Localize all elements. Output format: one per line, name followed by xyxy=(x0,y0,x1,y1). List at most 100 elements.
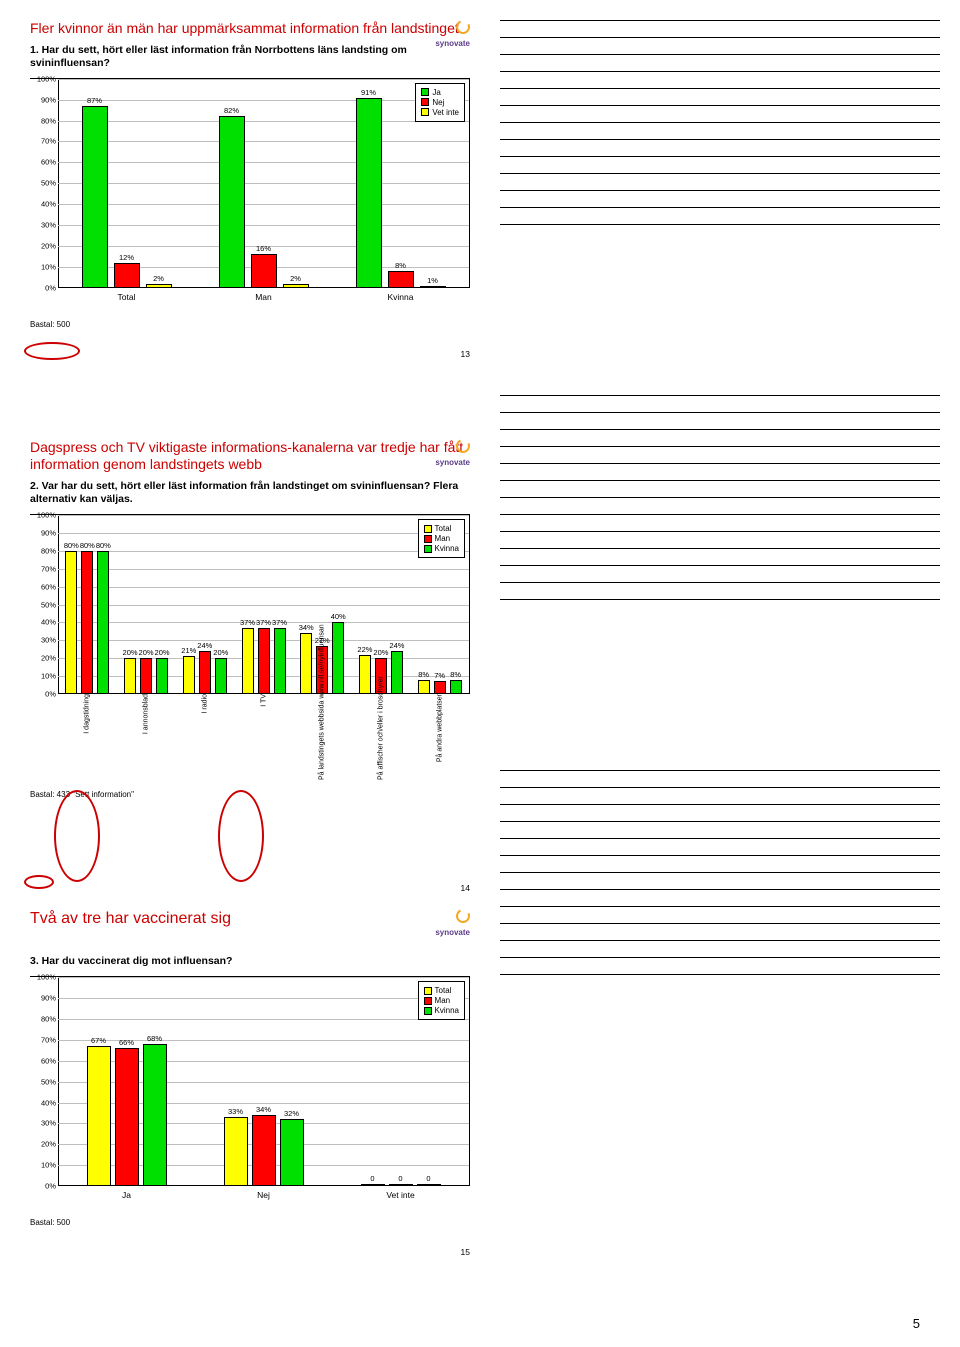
y-tick: 30% xyxy=(30,221,56,230)
y-tick: 100% xyxy=(30,74,56,83)
y-tick: 60% xyxy=(30,158,56,167)
y-tick: 50% xyxy=(30,179,56,188)
bar-value-label: 34% xyxy=(299,623,314,632)
bar-group: 80%80%80% xyxy=(65,551,109,694)
bar-value-label: 8% xyxy=(450,670,461,679)
y-tick: 20% xyxy=(30,241,56,250)
bar-value-label: 2% xyxy=(153,274,164,283)
bar-value-label: 37% xyxy=(272,618,287,627)
logo: synovate xyxy=(435,20,470,49)
bar: 66% xyxy=(115,1048,139,1186)
bar-value-label: 24% xyxy=(389,641,404,650)
highlight-ring xyxy=(24,342,80,360)
bar: 2% xyxy=(146,284,172,288)
bar-value-label: 2% xyxy=(290,274,301,283)
bar-value-label: 0 xyxy=(398,1174,402,1183)
legend-label: Ja xyxy=(432,88,440,97)
bar: 24% xyxy=(199,651,211,694)
y-tick: 0% xyxy=(30,690,56,699)
highlight-ring xyxy=(24,875,54,889)
logo-brand: synovate xyxy=(435,928,470,937)
y-tick: 10% xyxy=(30,262,56,271)
bar-group: 37%37%37% xyxy=(242,628,286,694)
y-tick: 90% xyxy=(30,95,56,104)
bar-value-label: 1% xyxy=(427,276,438,285)
bar-group: 91%8%1% xyxy=(356,98,446,288)
x-tick: Vet inte xyxy=(386,1186,414,1200)
bar: 80% xyxy=(65,551,77,694)
bar: 8% xyxy=(450,680,462,694)
slide1-num: 13 xyxy=(461,349,470,359)
y-tick: 0% xyxy=(30,1182,56,1191)
slide3-question: 3. Har du vaccinerat dig mot influensan? xyxy=(30,955,470,968)
bar-group: 20%20%20% xyxy=(124,658,168,694)
bar-value-label: 24% xyxy=(197,641,212,650)
chart1: 0%10%20%30%40%50%60%70%80%90%100%JaNejVe… xyxy=(30,78,470,288)
bar-value-label: 21% xyxy=(181,646,196,655)
legend-label: Man xyxy=(435,534,451,543)
slide3-bastal: Bastal: 500 xyxy=(30,1218,470,1227)
bar: 7% xyxy=(434,681,446,694)
bar: 16% xyxy=(251,254,277,287)
logo: synovate xyxy=(435,909,470,938)
slide3-num: 15 xyxy=(461,1247,470,1257)
bar: 68% xyxy=(143,1044,167,1186)
bar: 33% xyxy=(224,1117,248,1186)
legend: TotalManKvinna xyxy=(418,519,465,558)
bar-value-label: 68% xyxy=(147,1034,162,1043)
bar-value-label: 34% xyxy=(256,1105,271,1114)
bar-value-label: 16% xyxy=(256,244,271,253)
logo-swirl-icon xyxy=(454,437,472,455)
y-tick: 40% xyxy=(30,1098,56,1107)
y-tick: 60% xyxy=(30,582,56,591)
bar: 20% xyxy=(215,658,227,694)
y-tick: 60% xyxy=(30,1056,56,1065)
y-tick: 30% xyxy=(30,636,56,645)
slide1-title: Fler kvinnor än män har uppmärksammat in… xyxy=(30,20,470,38)
bar-group: 8%7%8% xyxy=(418,680,462,694)
bar-value-label: 33% xyxy=(228,1107,243,1116)
y-tick: 100% xyxy=(30,973,56,982)
slide2-question: 2. Var har du sett, hört eller läst info… xyxy=(30,480,470,506)
y-tick: 20% xyxy=(30,654,56,663)
y-tick: 70% xyxy=(30,137,56,146)
bar: 82% xyxy=(219,116,245,287)
bar: 0 xyxy=(417,1184,441,1186)
bar-value-label: 8% xyxy=(418,670,429,679)
slide-2: synovate Dagspress och TV viktigaste inf… xyxy=(30,439,470,799)
slide2-num: 14 xyxy=(461,883,470,893)
bar: 37% xyxy=(242,628,254,694)
notes-lines-1 xyxy=(500,20,940,225)
bar-group: 87%12%2% xyxy=(82,106,172,288)
bar-value-label: 20% xyxy=(123,648,138,657)
bar-value-label: 0 xyxy=(370,1174,374,1183)
y-tick: 80% xyxy=(30,546,56,555)
slide2-title: Dagspress och TV viktigaste informations… xyxy=(30,439,470,474)
legend: TotalManKvinna xyxy=(418,981,465,1020)
y-tick: 10% xyxy=(30,1161,56,1170)
y-tick: 70% xyxy=(30,1035,56,1044)
bar: 40% xyxy=(332,622,344,694)
bar-value-label: 20% xyxy=(155,648,170,657)
x-tick: Ja xyxy=(122,1186,131,1200)
bar: 34% xyxy=(300,633,312,694)
bar-value-label: 37% xyxy=(256,618,271,627)
chart2: 0%10%20%30%40%50%60%70%80%90%100%TotalMa… xyxy=(30,514,470,694)
bar-group: 33%34%32% xyxy=(224,1115,304,1186)
bar-value-label: 66% xyxy=(119,1038,134,1047)
bar: 20% xyxy=(124,658,136,694)
x-tick: Nej xyxy=(257,1186,270,1200)
bar-value-label: 22% xyxy=(357,645,372,654)
bar-value-label: 37% xyxy=(240,618,255,627)
bar: 67% xyxy=(87,1046,111,1186)
x-tick: I annonsblad xyxy=(143,694,150,738)
bar-value-label: 82% xyxy=(224,106,239,115)
y-tick: 80% xyxy=(30,116,56,125)
legend-label: Total xyxy=(435,986,452,995)
bar: 20% xyxy=(140,658,152,694)
bar-value-label: 80% xyxy=(96,541,111,550)
bar-value-label: 32% xyxy=(284,1109,299,1118)
bar: 21% xyxy=(183,656,195,694)
notes-lines-3 xyxy=(500,770,940,975)
y-tick: 0% xyxy=(30,283,56,292)
